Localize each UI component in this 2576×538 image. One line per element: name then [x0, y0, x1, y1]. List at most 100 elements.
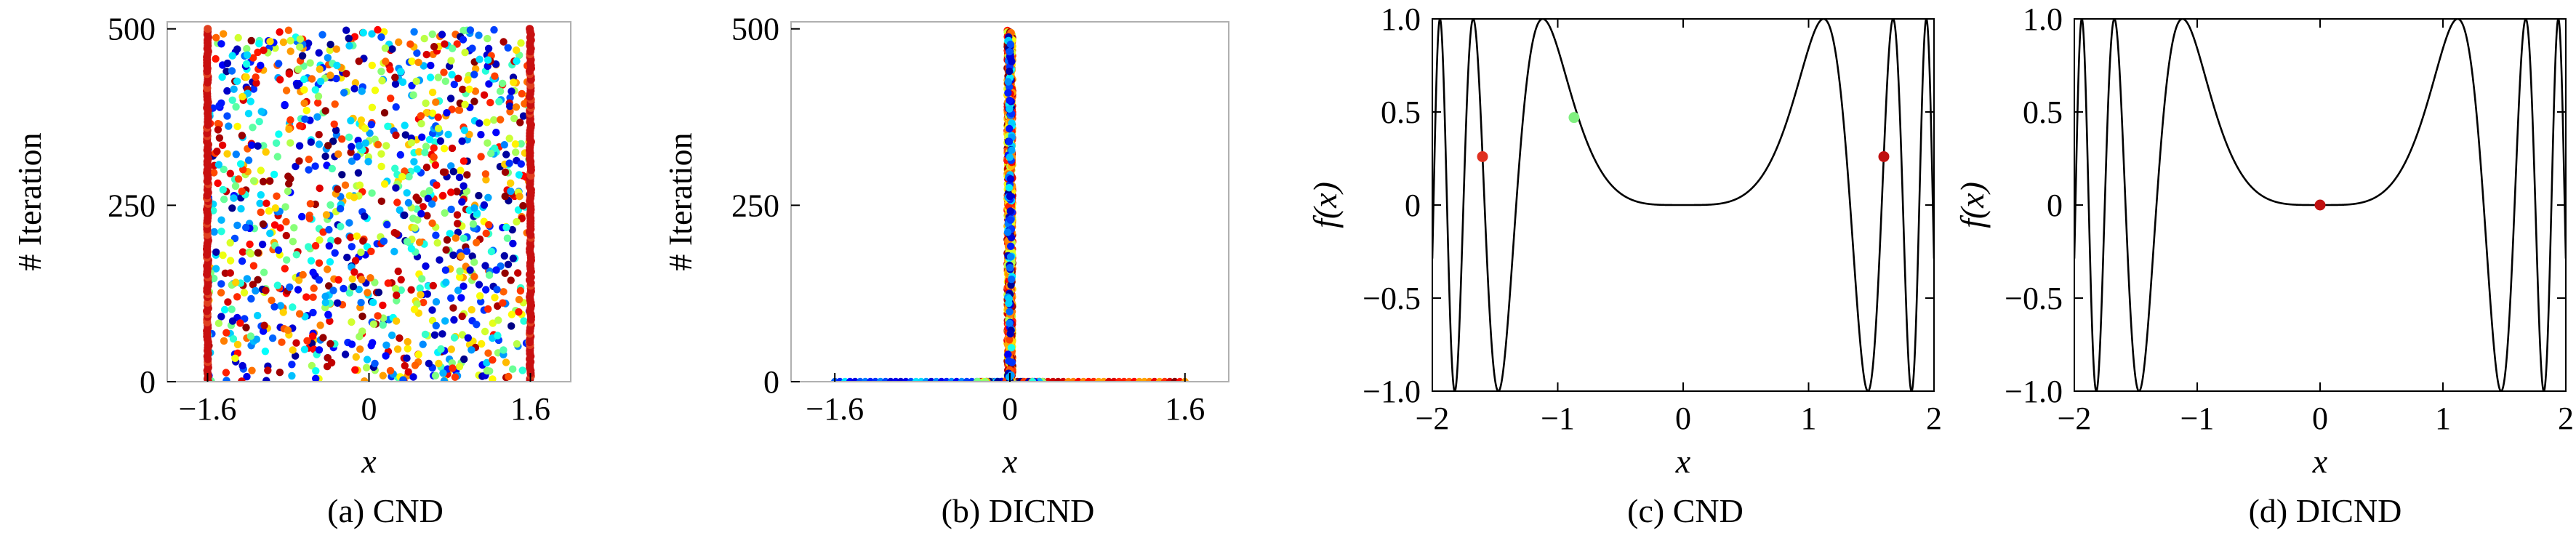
scatter-point [504, 44, 512, 52]
scatter-point [514, 269, 522, 277]
scatter-point [1004, 89, 1012, 97]
scatter-point [368, 30, 376, 38]
scatter-point [1006, 47, 1014, 56]
scatter-point [243, 44, 251, 53]
y-axis-label: f(x) [1307, 182, 1344, 228]
scatter-point [497, 116, 505, 124]
scatter-point [358, 87, 366, 95]
scatter-point [276, 369, 284, 377]
scatter-point [316, 321, 324, 329]
scatter-point [432, 321, 440, 330]
scatter-point [410, 305, 419, 313]
scatter-point [300, 345, 309, 353]
scatter-point [391, 73, 399, 81]
scatter-point [1006, 124, 1014, 133]
scatter-point [369, 320, 378, 328]
scatter-point [217, 313, 225, 321]
scatter-point [257, 166, 265, 174]
scatter-point [305, 214, 314, 222]
scatter-point [392, 184, 400, 192]
scatter-point [289, 238, 297, 246]
scatter-point [470, 97, 478, 105]
x-tick-label: 2 [2558, 401, 2574, 436]
scatter-point [298, 52, 307, 60]
scatter-point [366, 274, 374, 282]
scatter-point [321, 107, 329, 115]
y-tick-label: 250 [731, 188, 779, 223]
scatter-point [284, 187, 292, 196]
scatter-point [259, 220, 268, 228]
scatter-point [219, 251, 227, 260]
scatter-point [288, 372, 296, 380]
scatter-point [354, 169, 363, 177]
y-tick-label: 500 [731, 12, 779, 47]
scatter-point [252, 79, 260, 87]
scatter-point [220, 337, 228, 345]
scatter-point [257, 108, 265, 116]
scatter-point [507, 187, 515, 196]
scatter-point [491, 72, 499, 80]
scatter-point [316, 184, 324, 193]
scatter-point [296, 35, 305, 43]
scatter-point [300, 99, 308, 108]
scatter-point [347, 116, 355, 125]
scatter-point [412, 77, 420, 86]
scatter-point [422, 262, 430, 270]
y-tick-label: −0.5 [1363, 281, 1421, 316]
scatter-point [500, 252, 508, 260]
scatter-point [356, 181, 364, 189]
scatter-point [340, 284, 348, 293]
scatter-point [397, 68, 405, 76]
scatter-point [230, 194, 238, 202]
scatter-point [391, 80, 400, 88]
scatter-point [1005, 299, 1013, 308]
scatter-point [404, 198, 413, 207]
scatter-point [1006, 329, 1014, 338]
scatter-point [367, 247, 375, 255]
scatter-point [458, 198, 466, 206]
boundary-point [204, 25, 212, 33]
scatter-point [281, 100, 289, 109]
scatter-point [254, 142, 262, 150]
scatter-point [464, 334, 472, 342]
scatter-point [357, 116, 366, 124]
scatter-point [364, 289, 372, 297]
scatter-point [386, 366, 395, 375]
scatter-point [506, 108, 514, 116]
scatter-point [284, 26, 293, 34]
scatter-point [404, 337, 412, 346]
scatter-point [243, 275, 252, 283]
scatter-point [447, 57, 455, 65]
scatter-point [396, 334, 404, 342]
scatter-point [249, 54, 257, 62]
scatter-point [456, 273, 464, 281]
scatter-point [257, 190, 265, 199]
scatter-point [1007, 233, 1016, 241]
scatter-point [315, 49, 323, 57]
scatter-point [268, 297, 276, 305]
scatter-point [217, 40, 225, 48]
scatter-point [273, 192, 281, 200]
scatter-point [326, 71, 334, 79]
y-axis-label: f(x) [1954, 182, 1991, 228]
scatter-point [367, 121, 375, 129]
scatter-point [321, 292, 329, 300]
scatter-point [254, 249, 262, 257]
scatter-point [411, 361, 420, 369]
scatter-point [1006, 216, 1015, 224]
x-axis-label: x [2312, 443, 2328, 480]
scatter-point [412, 193, 420, 201]
scatter-point [478, 340, 486, 348]
y-tick-label: −0.5 [2005, 281, 2063, 316]
scatter-point [364, 158, 372, 166]
scatter-point [289, 346, 297, 354]
scatter-point [1006, 308, 1014, 316]
x-tick-label: −1 [1541, 401, 1575, 436]
scatter-point [348, 157, 356, 165]
scatter-point [477, 131, 485, 139]
scatter-point [408, 57, 416, 65]
scatter-point [324, 265, 332, 273]
scatter-point [471, 87, 480, 95]
scatter-point [322, 211, 331, 219]
scatter-point [249, 262, 258, 270]
